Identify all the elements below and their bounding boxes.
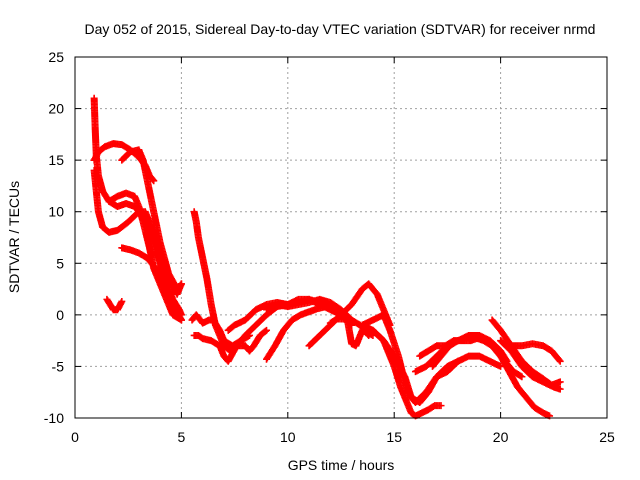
x-tick-label: 10 [280,429,296,445]
data-point [518,373,526,381]
plot-frame [74,56,608,419]
chart-title: Day 052 of 2015, Sidereal Day-to-day VTE… [85,21,596,37]
series-arc-23 [507,340,564,365]
data-point [177,316,185,324]
data-point [261,327,269,335]
series-arc-21 [429,334,554,420]
series-arc-7 [118,146,185,293]
y-tick-label: 25 [48,49,64,65]
y-tick-label: 5 [56,255,64,271]
x-tick-label: 5 [178,429,186,445]
data-point [556,385,564,393]
x-tick-label: 25 [599,429,615,445]
data-point [556,378,564,386]
series-arc-4 [103,295,126,314]
y-tick-label: 20 [48,101,64,117]
series-arc-15 [326,315,377,350]
series-arc-18 [369,326,445,420]
series-arc-17 [358,311,505,407]
data-point [556,357,564,365]
series-arc-8 [190,208,271,355]
data-point [177,280,185,288]
data-point [150,177,158,185]
series-arc-11 [224,295,356,334]
x-axis-label: GPS time / hours [288,457,395,473]
data-point [555,356,563,364]
series-arc-6 [118,244,185,324]
data-point [118,297,126,305]
series-arc-24 [497,337,564,393]
data-point [263,326,271,334]
data-point [177,281,185,289]
x-tick-label: 15 [386,429,402,445]
y-tick-label: -10 [44,410,64,426]
y-tick-label: 0 [56,307,64,323]
data-points [90,94,564,420]
x-tick-label: 0 [71,429,79,445]
x-tick-label: 20 [493,429,509,445]
y-tick-label: 15 [48,152,64,168]
y-tick-label: -5 [52,358,65,374]
y-tick-label: 10 [48,204,64,220]
y-axis-label: SDTVAR / TECUs [6,181,22,293]
data-point [437,402,445,410]
